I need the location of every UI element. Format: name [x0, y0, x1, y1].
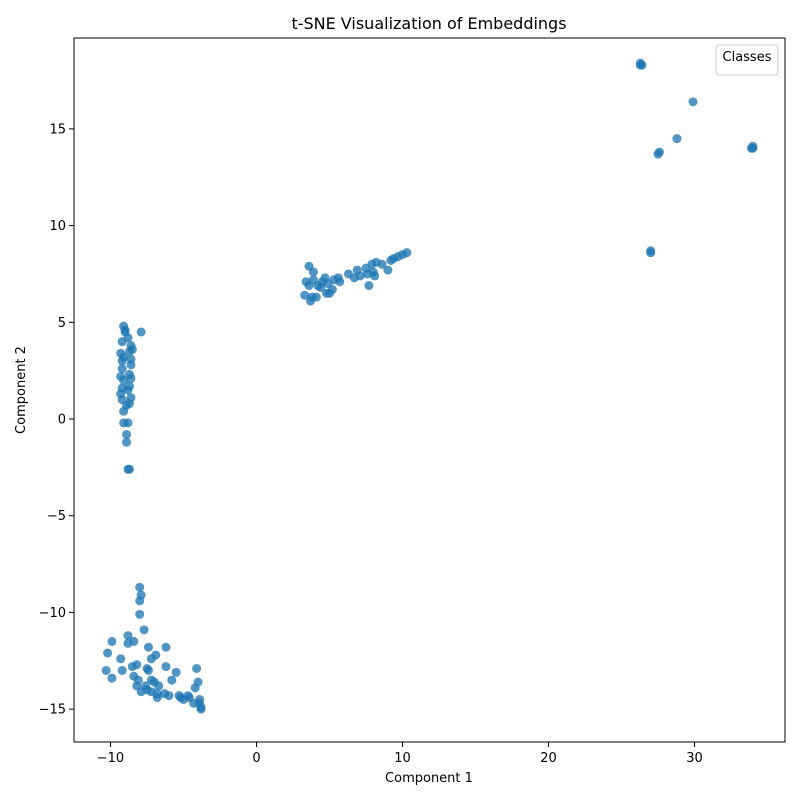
data-point: [322, 288, 332, 298]
data-point: [300, 290, 310, 300]
y-tick-label: −10: [39, 606, 66, 621]
scatter-points: [101, 58, 758, 714]
data-point: [402, 248, 412, 258]
data-point: [129, 636, 139, 646]
data-point: [190, 683, 200, 693]
data-point: [688, 97, 698, 107]
data-point: [176, 693, 186, 703]
y-tick-label: 5: [58, 316, 66, 331]
data-point: [116, 654, 126, 664]
data-point: [107, 636, 117, 646]
data-point: [117, 665, 127, 675]
data-point: [143, 642, 153, 652]
chart-title: t-SNE Visualization of Embeddings: [291, 14, 566, 33]
x-axis-ticks: −10 0 10 20 30: [97, 742, 703, 766]
data-point: [136, 327, 146, 337]
data-point: [672, 134, 682, 144]
data-point: [117, 364, 127, 374]
y-axis-ticks: −15 −10 −5 0 5 10 15: [39, 122, 74, 718]
data-point: [151, 650, 161, 660]
y-axis-label: Component 2: [14, 346, 29, 434]
data-point: [143, 665, 153, 675]
x-tick-label: −10: [97, 751, 124, 766]
data-point: [377, 259, 387, 269]
data-point: [184, 693, 194, 703]
data-point: [308, 275, 318, 285]
x-tick-label: 30: [686, 751, 703, 766]
data-point: [139, 625, 149, 635]
data-point: [311, 292, 321, 302]
data-point: [646, 248, 656, 258]
data-point: [316, 282, 326, 292]
data-point: [154, 681, 164, 691]
data-point: [364, 281, 374, 291]
data-point: [355, 271, 365, 281]
legend-title: Classes: [723, 50, 772, 65]
data-point: [746, 143, 756, 153]
data-point: [135, 596, 145, 606]
data-point: [123, 385, 133, 395]
data-point: [637, 60, 647, 70]
data-point: [308, 267, 318, 277]
data-point: [132, 660, 142, 670]
data-point: [117, 356, 127, 366]
data-point: [127, 344, 137, 354]
data-point: [123, 464, 133, 474]
data-point: [126, 373, 136, 383]
data-point: [370, 271, 380, 281]
x-tick-label: 0: [252, 751, 260, 766]
data-point: [122, 429, 132, 439]
data-point: [135, 582, 145, 592]
plot-frame: [73, 37, 786, 743]
y-tick-label: 10: [49, 219, 66, 234]
data-point: [161, 642, 171, 652]
data-point: [122, 437, 132, 447]
y-tick-label: 15: [49, 122, 66, 137]
data-point: [135, 609, 145, 619]
data-point: [126, 360, 136, 370]
data-point: [192, 664, 202, 674]
data-point: [101, 665, 111, 675]
data-point: [117, 337, 127, 347]
data-point: [119, 406, 129, 416]
y-tick-label: −5: [47, 509, 66, 524]
x-tick-label: 20: [540, 751, 557, 766]
data-point: [120, 325, 130, 335]
data-point: [343, 269, 353, 279]
data-point: [123, 418, 133, 428]
data-point: [383, 265, 393, 275]
data-point: [171, 667, 181, 677]
data-point: [152, 693, 162, 703]
data-point: [329, 275, 339, 285]
data-point: [195, 698, 205, 708]
data-point: [107, 673, 117, 683]
legend-box: [715, 44, 779, 76]
data-point: [103, 648, 113, 658]
x-tick-label: 10: [394, 751, 411, 766]
data-point: [164, 691, 174, 701]
data-point: [123, 631, 133, 641]
y-tick-label: 0: [58, 413, 66, 428]
legend: Classes: [715, 44, 779, 76]
data-point: [167, 675, 177, 685]
data-point: [119, 375, 129, 385]
y-tick-label: −15: [39, 703, 66, 718]
x-axis-label: Component 1: [385, 771, 473, 786]
data-point: [654, 147, 664, 157]
data-point: [161, 662, 171, 672]
